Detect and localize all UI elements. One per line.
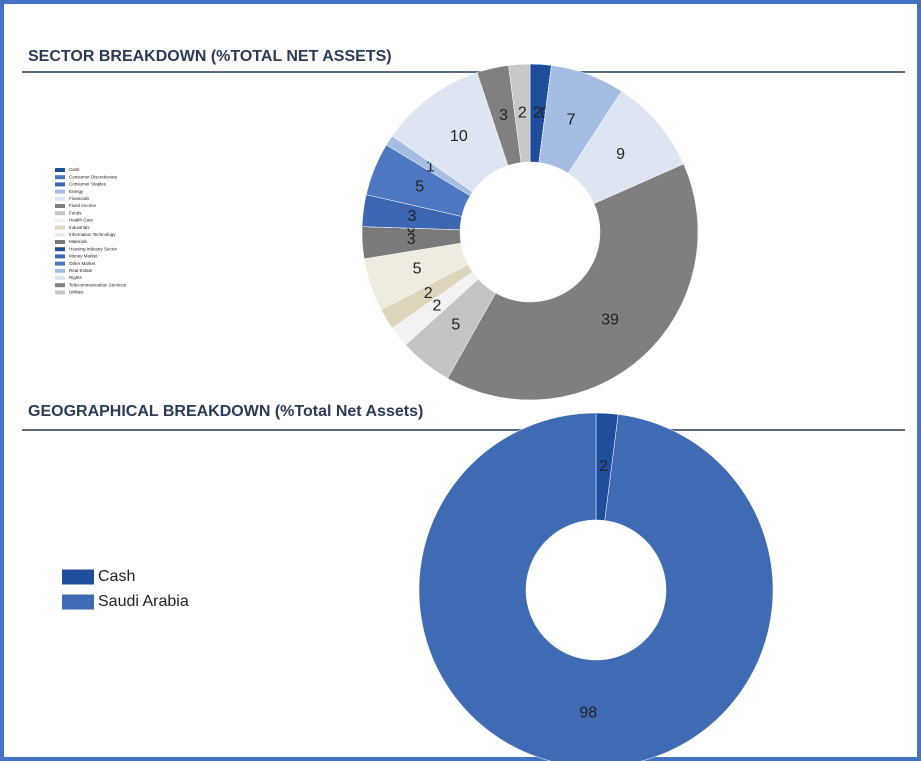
legend-label: Information Technology <box>69 232 116 237</box>
legend-label: Financials <box>69 196 90 201</box>
value-label: 2 <box>424 285 433 302</box>
legend-label: Materials <box>69 239 88 244</box>
value-label: 10 <box>450 128 468 145</box>
legend-label: Saudi Arabia <box>98 593 189 610</box>
legend-label: Housing Industry Sector <box>69 246 118 251</box>
legend-swatch <box>62 569 94 585</box>
value-label: 2 <box>599 458 608 475</box>
legend-swatch <box>55 168 65 172</box>
value-label: 98 <box>579 704 597 721</box>
legend-swatch <box>55 175 65 180</box>
legend-label: Consumer Discretionary <box>69 174 118 179</box>
legend-swatch <box>55 218 65 223</box>
donut-slice <box>508 63 531 163</box>
value-label: 3 <box>499 107 508 124</box>
legend-label: Other Market <box>69 261 96 266</box>
value-label: 1 <box>426 158 435 175</box>
legend-swatch <box>62 594 94 610</box>
value-label: 9 <box>616 146 625 163</box>
value-label: 5 <box>413 261 422 278</box>
value-label: 2 <box>518 104 527 121</box>
value-label: 5 <box>415 179 424 196</box>
legend-label: Telecommunication Services <box>69 282 127 287</box>
legend-label: Real Estate <box>69 268 93 273</box>
legend-swatch <box>55 196 65 201</box>
legend-swatch <box>55 204 65 208</box>
legend-swatch <box>55 290 65 295</box>
legend-label: Cash <box>98 568 135 585</box>
legend-label: Energy <box>69 189 84 194</box>
value-label: 2 <box>533 104 542 121</box>
legend-label: Cash <box>69 167 80 172</box>
legend-label: Utilities <box>69 290 84 295</box>
legend-swatch <box>55 211 65 216</box>
legend-label: Fixed Income <box>69 203 97 208</box>
legend-label: Rights <box>69 275 83 280</box>
legend-label: Industrials <box>69 225 90 230</box>
chart-title: GEOGRAPHICAL BREAKDOWN (%Total Net Asset… <box>28 403 423 420</box>
value-label: 2 <box>433 297 442 314</box>
value-label: 5 <box>451 316 460 333</box>
chart-title: SECTOR BREAKDOWN (%TOTAL NET ASSETS) <box>28 48 392 65</box>
value-label: 7 <box>567 112 576 129</box>
legend-swatch <box>55 254 65 259</box>
donut-slice <box>418 412 774 761</box>
legend-label: Consumer Staples <box>69 182 107 187</box>
value-label: 3 <box>408 208 417 225</box>
legend-label: Money Market <box>69 254 98 259</box>
legend-swatch <box>55 182 65 187</box>
legend-label: Funds <box>69 210 82 215</box>
value-label: 3 <box>407 231 416 248</box>
legend-swatch <box>55 268 65 273</box>
legend-swatch <box>55 189 65 194</box>
legend-swatch <box>55 232 65 237</box>
legend-swatch <box>55 240 65 244</box>
legend-swatch <box>55 261 65 266</box>
donut-slice <box>447 163 699 401</box>
legend-swatch <box>55 276 65 280</box>
legend-swatch <box>55 283 65 288</box>
legend-swatch <box>55 225 65 230</box>
value-label: 39 <box>601 311 619 328</box>
legend-label: Health Care <box>69 218 94 223</box>
legend-swatch <box>55 247 65 252</box>
